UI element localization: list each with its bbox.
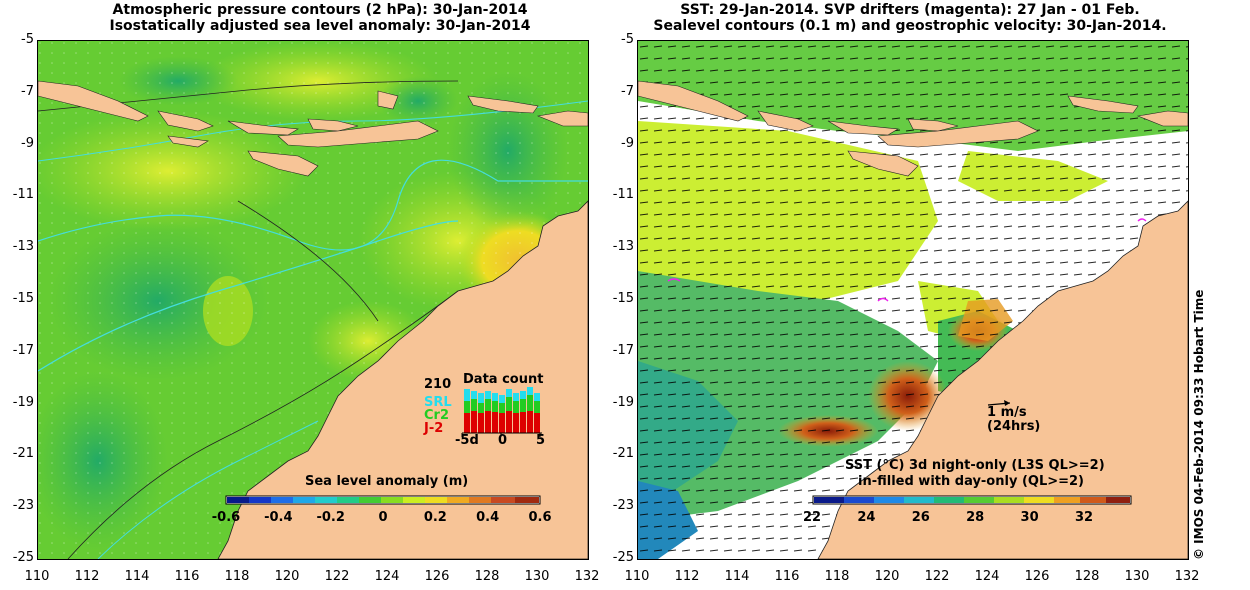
data-count-bars (461, 387, 542, 437)
left-ytick-1: -7 (21, 83, 34, 99)
data-count-series-srl: SRL (424, 395, 452, 410)
sla-tick-5: 0.4 (476, 510, 500, 525)
right-ytick-10: -25 (612, 550, 634, 565)
right-ytick-7: -19 (612, 394, 634, 410)
left-xtick-5: 120 (274, 569, 300, 584)
right-xtick-2: 114 (724, 569, 750, 584)
left-ytick-8: -21 (12, 446, 34, 462)
left-xtick-10: 130 (524, 569, 550, 584)
sla-colorbar (225, 495, 541, 505)
right-ytick-3: -11 (612, 187, 634, 203)
left-xtick-1: 112 (74, 569, 100, 584)
right-ytick-5: -15 (612, 291, 634, 306)
left-ytick-7: -19 (12, 394, 34, 410)
data-count-max: 210 (424, 377, 452, 392)
data-count-series-cr2: Cr2 (424, 408, 449, 423)
left-ytick-4: -13 (12, 239, 34, 255)
sla-tick-4: 0.2 (423, 510, 447, 525)
left-xtick-7: 124 (374, 569, 400, 584)
left-ytick-10: -25 (12, 550, 34, 565)
sst-tick-5: 32 (1074, 510, 1094, 525)
sla-tick-1: -0.4 (264, 510, 293, 525)
sst-tick-2: 26 (911, 510, 930, 525)
left-ytick-0: -5 (21, 32, 34, 47)
left-title-line1: Atmospheric pressure contours (2 hPa): 3… (112, 2, 528, 18)
right-ytick-2: -9 (621, 135, 634, 151)
right-xtick-0: 110 (624, 569, 650, 584)
sla-tick-2: -0.2 (316, 510, 345, 525)
right-map-title: SST: 29-Jan-2014. SVP drifters (magenta)… (610, 2, 1210, 34)
right-xtick-8: 126 (1024, 569, 1050, 584)
right-ytick-6: -17 (612, 342, 634, 358)
sst-colorbar (812, 495, 1132, 505)
sst-tick-1: 24 (857, 510, 876, 525)
left-xtick-9: 128 (474, 569, 500, 584)
right-xtick-4: 118 (824, 569, 850, 584)
right-xtick-3: 116 (774, 569, 800, 584)
right-ytick-8: -21 (612, 446, 634, 462)
velocity-scale-label: 1 m/s (987, 405, 1027, 420)
right-xtick-9: 128 (1074, 569, 1100, 584)
right-xtick-1: 112 (674, 569, 700, 584)
left-xtick-8: 126 (424, 569, 450, 584)
right-ytick-1: -7 (621, 83, 634, 99)
sst-tick-0: 22 (802, 510, 822, 525)
left-xtick-2: 114 (124, 569, 150, 584)
data-count-title: Data count (463, 372, 544, 387)
data-count-xtick-2: 5 (536, 433, 546, 448)
left-ytick-6: -17 (12, 342, 34, 358)
left-ytick-5: -15 (12, 291, 34, 306)
right-title-line2: Sealevel contours (0.1 m) and geostrophi… (653, 18, 1167, 34)
left-ytick-2: -9 (21, 135, 34, 151)
left-xtick-11: 132 (574, 569, 600, 584)
sst-colorbar-title-line1: SST (°C) 3d night-only (L3S QL>=2) (845, 458, 1105, 473)
data-count-xtick-1: 0 (498, 433, 508, 448)
sea-level-anomaly-map (37, 40, 589, 560)
right-ytick-9: -23 (612, 498, 634, 514)
data-count-series-j2: J-2 (424, 421, 444, 436)
left-title-line2: Isostatically adjusted sea level anomaly… (109, 18, 531, 34)
left-map-title: Atmospheric pressure contours (2 hPa): 3… (30, 2, 610, 34)
right-title-line1: SST: 29-Jan-2014. SVP drifters (magenta)… (680, 2, 1140, 18)
left-xtick-0: 110 (24, 569, 50, 584)
sla-tick-6: 0.6 (528, 510, 552, 525)
data-count-xtick-0: -5d (455, 433, 479, 448)
right-ytick-0: -5 (621, 32, 634, 47)
sst-tick-4: 30 (1020, 510, 1039, 525)
sst-tick-3: 28 (966, 510, 985, 525)
imos-credit: © IMOS 04-Feb-2014 09:33 Hobart Time (1192, 289, 1206, 560)
right-ytick-4: -13 (612, 239, 634, 255)
right-xtick-10: 130 (1124, 569, 1150, 584)
sla-tick-3: 0 (378, 510, 388, 525)
right-xtick-7: 124 (974, 569, 1000, 584)
right-xtick-5: 120 (874, 569, 900, 584)
sst-map (637, 40, 1189, 560)
left-ytick-9: -23 (12, 498, 34, 514)
sst-colorbar-title-line2: in-filled with day-only (QL>=2) (858, 474, 1085, 489)
right-xtick-11: 132 (1174, 569, 1200, 584)
sla-colorbar-title: Sea level anomaly (m) (305, 474, 469, 489)
right-xtick-6: 122 (924, 569, 950, 584)
velocity-scale-sub: (24hrs) (987, 419, 1041, 434)
left-xtick-4: 118 (224, 569, 250, 584)
left-xtick-6: 122 (324, 569, 350, 584)
left-ytick-3: -11 (12, 187, 34, 203)
sla-tick-0: -0.6 (211, 510, 241, 525)
left-xtick-3: 116 (174, 569, 200, 584)
